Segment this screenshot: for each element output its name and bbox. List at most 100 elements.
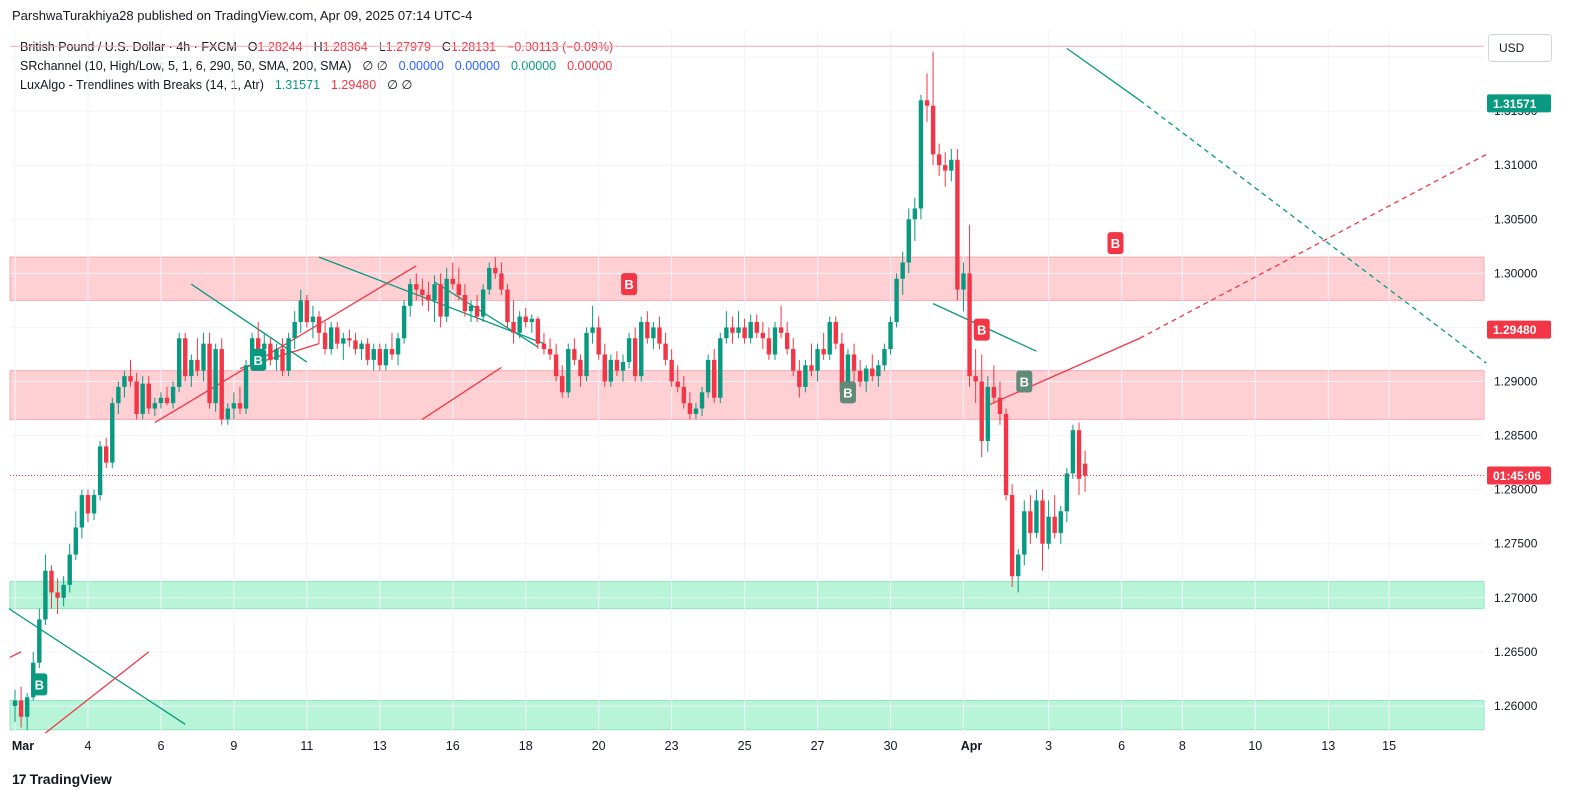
- candle[interactable]: [499, 262, 504, 295]
- candle[interactable]: [724, 311, 729, 344]
- candle[interactable]: [882, 343, 887, 371]
- candle[interactable]: [961, 262, 966, 312]
- candle[interactable]: [280, 338, 285, 377]
- candle[interactable]: [596, 316, 601, 360]
- candle[interactable]: [170, 381, 176, 409]
- candle[interactable]: [310, 305, 316, 339]
- candle[interactable]: [991, 365, 997, 404]
- candle[interactable]: [468, 300, 474, 323]
- candle[interactable]: [493, 257, 498, 279]
- candle[interactable]: [827, 316, 832, 360]
- candle[interactable]: [243, 359, 249, 414]
- candle[interactable]: [651, 322, 656, 350]
- candle[interactable]: [663, 332, 668, 366]
- candle[interactable]: [231, 392, 237, 420]
- candle[interactable]: [718, 332, 723, 404]
- candle[interactable]: [268, 338, 273, 366]
- candle[interactable]: [930, 51, 936, 166]
- candle[interactable]: [632, 327, 638, 382]
- candle[interactable]: [444, 267, 449, 323]
- candle[interactable]: [79, 489, 85, 539]
- candle[interactable]: [335, 322, 340, 350]
- candle[interactable]: [535, 316, 541, 350]
- candle[interactable]: [523, 307, 528, 328]
- candle[interactable]: [438, 273, 443, 328]
- candle[interactable]: [43, 554, 48, 625]
- candle[interactable]: [602, 343, 607, 387]
- candle[interactable]: [116, 381, 121, 414]
- candle[interactable]: [201, 332, 206, 382]
- candle[interactable]: [383, 343, 389, 371]
- candle[interactable]: [566, 343, 571, 398]
- candle[interactable]: [237, 386, 243, 414]
- candle[interactable]: [426, 281, 431, 312]
- candle[interactable]: [55, 578, 60, 615]
- candle[interactable]: [967, 224, 972, 387]
- candle[interactable]: [705, 354, 711, 398]
- candle[interactable]: [681, 376, 686, 409]
- candle[interactable]: [748, 314, 753, 344]
- candle[interactable]: [462, 284, 468, 317]
- candle[interactable]: [207, 332, 212, 409]
- time-axis[interactable]: Mar 4 6 9 11 13 16 18 20 23 25 27 30 Apr 3 6 8 10 13 15: [12, 739, 1396, 753]
- candle[interactable]: [985, 376, 990, 452]
- currency-button[interactable]: USD: [1488, 34, 1552, 62]
- candle[interactable]: [809, 343, 814, 377]
- candle[interactable]: [857, 359, 863, 387]
- candle[interactable]: [146, 376, 151, 414]
- candle[interactable]: [195, 338, 200, 377]
- candle[interactable]: [85, 489, 91, 523]
- candle[interactable]: [979, 354, 984, 458]
- candle[interactable]: [797, 359, 802, 398]
- candle[interactable]: [626, 332, 632, 369]
- candle[interactable]: [505, 284, 510, 328]
- candle[interactable]: [24, 692, 30, 730]
- candle[interactable]: [1052, 495, 1057, 539]
- candle[interactable]: [547, 338, 553, 360]
- candle[interactable]: [49, 565, 54, 609]
- candle[interactable]: [730, 316, 735, 344]
- candle[interactable]: [401, 300, 407, 344]
- candle[interactable]: [1058, 505, 1063, 544]
- candle[interactable]: [772, 322, 778, 360]
- candle[interactable]: [122, 370, 127, 398]
- candle[interactable]: [1064, 468, 1070, 523]
- candle[interactable]: [183, 332, 188, 382]
- candle[interactable]: [219, 338, 224, 425]
- candle[interactable]: [1076, 422, 1082, 496]
- candle[interactable]: [699, 386, 705, 417]
- candle[interactable]: [1022, 500, 1027, 566]
- candle[interactable]: [140, 376, 145, 420]
- candle[interactable]: [541, 332, 547, 355]
- candle[interactable]: [675, 365, 680, 393]
- tradingview-logo[interactable]: 17 TradingView: [12, 771, 112, 787]
- candle[interactable]: [943, 152, 948, 187]
- candle[interactable]: [316, 311, 322, 344]
- candle[interactable]: [176, 332, 182, 393]
- candle[interactable]: [61, 576, 66, 607]
- candle[interactable]: [322, 322, 328, 355]
- candle[interactable]: [511, 300, 516, 344]
- candle[interactable]: [687, 392, 693, 420]
- candle[interactable]: [292, 311, 297, 350]
- candle[interactable]: [760, 322, 766, 350]
- candle[interactable]: [669, 349, 674, 387]
- candle[interactable]: [1082, 450, 1088, 492]
- candle[interactable]: [1046, 500, 1051, 550]
- candle[interactable]: [37, 608, 42, 669]
- candle[interactable]: [450, 262, 455, 290]
- candle[interactable]: [456, 267, 462, 301]
- candle[interactable]: [791, 338, 796, 377]
- candle[interactable]: [189, 354, 194, 387]
- candle[interactable]: [420, 278, 425, 306]
- candle[interactable]: [1040, 489, 1045, 571]
- candle[interactable]: [578, 354, 583, 387]
- price-axis[interactable]: 1.320001.315001.310001.305001.300001.295…: [1487, 50, 1551, 713]
- candle[interactable]: [900, 251, 905, 295]
- candle[interactable]: [73, 511, 78, 560]
- candle[interactable]: [110, 397, 115, 469]
- candle[interactable]: [870, 354, 875, 382]
- candle[interactable]: [553, 343, 559, 382]
- candle[interactable]: [104, 437, 109, 469]
